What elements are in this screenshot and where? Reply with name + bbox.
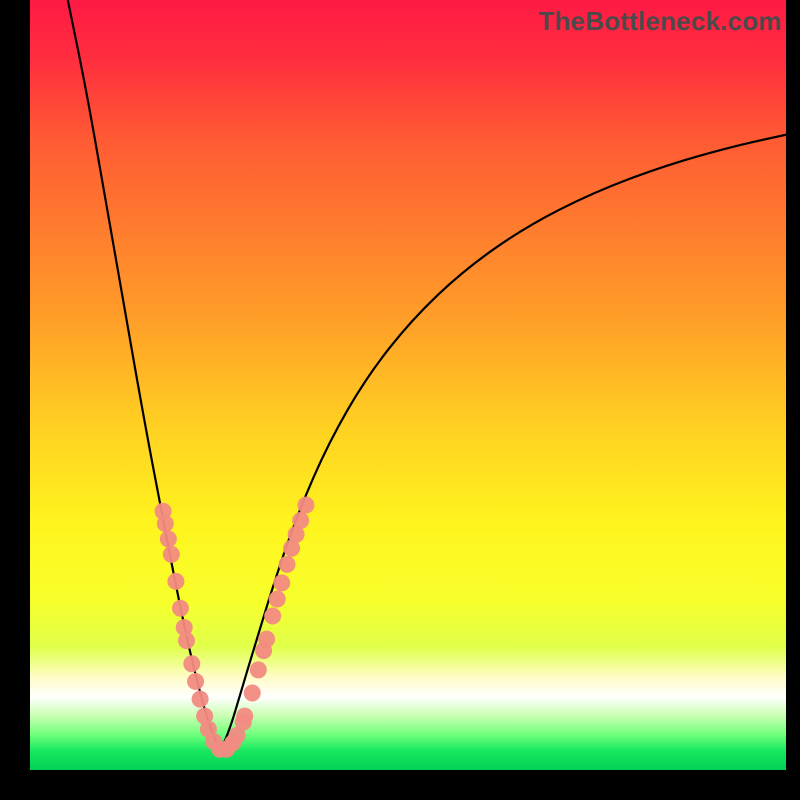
data-marker bbox=[172, 600, 189, 617]
data-marker bbox=[183, 655, 200, 672]
data-marker bbox=[178, 632, 195, 649]
figure-frame: TheBottleneck.com bbox=[0, 0, 800, 800]
data-marker bbox=[163, 546, 180, 563]
data-marker bbox=[264, 608, 281, 625]
data-marker bbox=[187, 673, 204, 690]
curve-right-branch bbox=[221, 135, 786, 751]
data-marker bbox=[279, 556, 296, 573]
data-marker bbox=[258, 631, 275, 648]
watermark-text: TheBottleneck.com bbox=[539, 6, 782, 37]
data-marker bbox=[192, 691, 209, 708]
data-marker bbox=[273, 574, 290, 591]
data-marker bbox=[244, 685, 261, 702]
data-marker bbox=[160, 531, 177, 548]
data-marker bbox=[236, 708, 253, 725]
curve-layer bbox=[30, 0, 786, 770]
data-marker bbox=[297, 497, 314, 514]
curve-left-branch bbox=[68, 0, 221, 751]
data-marker bbox=[250, 661, 267, 678]
data-marker bbox=[269, 591, 286, 608]
data-marker bbox=[157, 515, 174, 532]
data-marker bbox=[167, 573, 184, 590]
plot-area bbox=[30, 0, 786, 770]
data-marker bbox=[292, 512, 309, 529]
